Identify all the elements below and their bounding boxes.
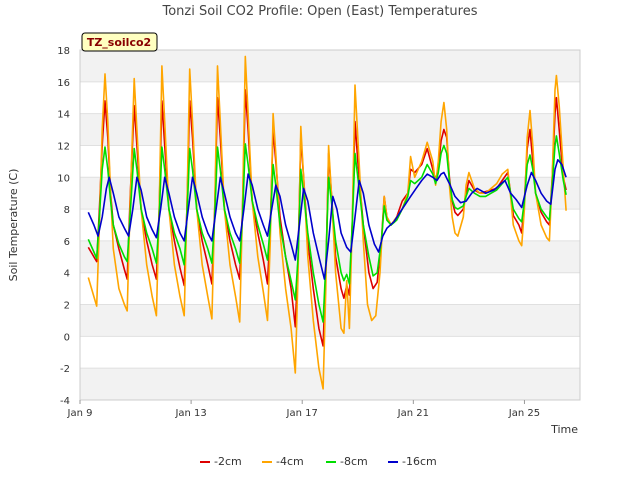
x-tick-label: Jan 13: [174, 408, 206, 419]
plot-frame: [79, 49, 581, 401]
y-tick-label: -4: [60, 396, 70, 407]
background-band: [80, 50, 580, 82]
background-band: [80, 304, 580, 337]
legend-item: -16cm: [388, 455, 437, 468]
y-axis-label: Soil Temperature (C): [7, 169, 20, 282]
x-axis-label: Time: [550, 423, 578, 436]
legend-label: -8cm: [340, 455, 368, 468]
background-band: [80, 113, 580, 146]
series-lines: [87, 55, 567, 390]
background-band: [80, 240, 580, 273]
y-tick-label: 2: [64, 301, 70, 312]
series-line-4cm: [87, 55, 567, 390]
y-tick-label: 0: [64, 332, 70, 343]
x-tick-label: Jan 21: [397, 408, 429, 419]
legend: -2cm -4cm -8cm -16cm: [200, 455, 437, 468]
badge-box: [81, 32, 158, 52]
legend-item: -4cm: [262, 455, 304, 468]
y-tick-label: 18: [57, 46, 70, 57]
chart-title: Tonzi Soil CO2 Profile: Open (East) Temp…: [161, 4, 477, 19]
legend-label: -2cm: [214, 455, 242, 468]
y-axis-ticks: -4 -2 0 2 4 6 8 10 12 14 16 18: [57, 46, 70, 407]
legend-label: -4cm: [276, 455, 304, 468]
x-tick-label: Jan 25: [508, 408, 540, 419]
y-tick-label: -2: [60, 364, 70, 375]
x-tick-label: Jan 9: [67, 408, 93, 419]
y-tick-label: 16: [57, 78, 70, 89]
legend-item: -8cm: [326, 455, 368, 468]
legend-label: -16cm: [402, 455, 437, 468]
badge: TZ_soilco2: [81, 32, 158, 52]
legend-item: -2cm: [200, 455, 242, 468]
series-line-16cm: [87, 159, 567, 280]
background-band: [80, 368, 580, 400]
x-tick-label: Jan 17: [286, 408, 318, 419]
y-tick-label: 12: [57, 141, 70, 152]
y-tick-label: 10: [57, 173, 70, 184]
series-line-8cm: [87, 135, 567, 323]
y-tick-label: 4: [64, 269, 70, 280]
y-tick-label: 14: [57, 110, 70, 121]
x-axis-ticks: Jan 9 Jan 13 Jan 17 Jan 21 Jan 25: [67, 400, 540, 419]
badge-label: TZ_soilco2: [87, 36, 151, 49]
y-tick-label: 6: [64, 237, 70, 248]
y-tick-label: 8: [64, 205, 70, 216]
